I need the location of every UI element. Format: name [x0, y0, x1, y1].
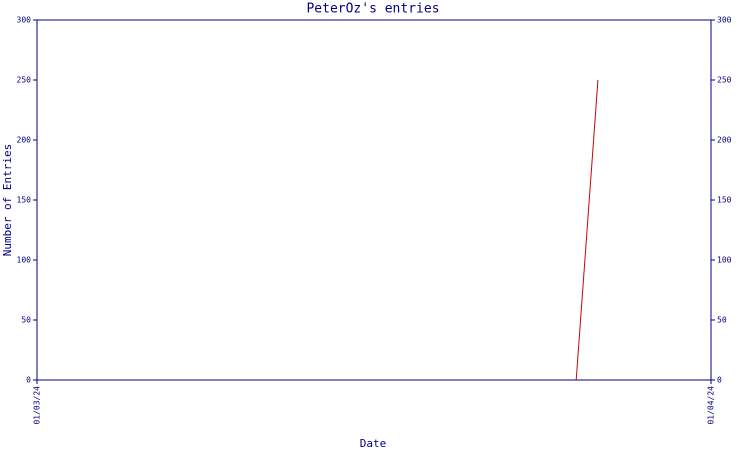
y-tick-label: 200 [17, 136, 32, 145]
plot-frame [36, 19, 712, 381]
y2-tick-label: 250 [717, 76, 732, 85]
y-axis-label: Number of Entries [1, 144, 14, 257]
chart-title: PeterOz's entries [306, 2, 439, 17]
y-tick-label: 50 [21, 316, 31, 325]
y-tick-label: 250 [17, 76, 32, 85]
y2-tick-label: 50 [717, 316, 727, 325]
y2-tick-label: 200 [717, 136, 732, 145]
x-tick-label: 01/04/24 [707, 386, 716, 425]
y-tick-label: 150 [17, 196, 32, 205]
y-tick-label: 300 [17, 16, 32, 25]
y2-tick-label: 150 [717, 196, 732, 205]
y-tick-label: 0 [26, 376, 31, 385]
x-axis-label: Date [360, 437, 387, 450]
y2-tick-label: 0 [717, 376, 722, 385]
data-line [575, 79, 599, 381]
y2-tick-label: 300 [717, 16, 732, 25]
y2-tick-label: 100 [717, 256, 732, 265]
x-tick-label: 01/03/24 [33, 386, 42, 425]
y-tick-label: 100 [17, 256, 32, 265]
